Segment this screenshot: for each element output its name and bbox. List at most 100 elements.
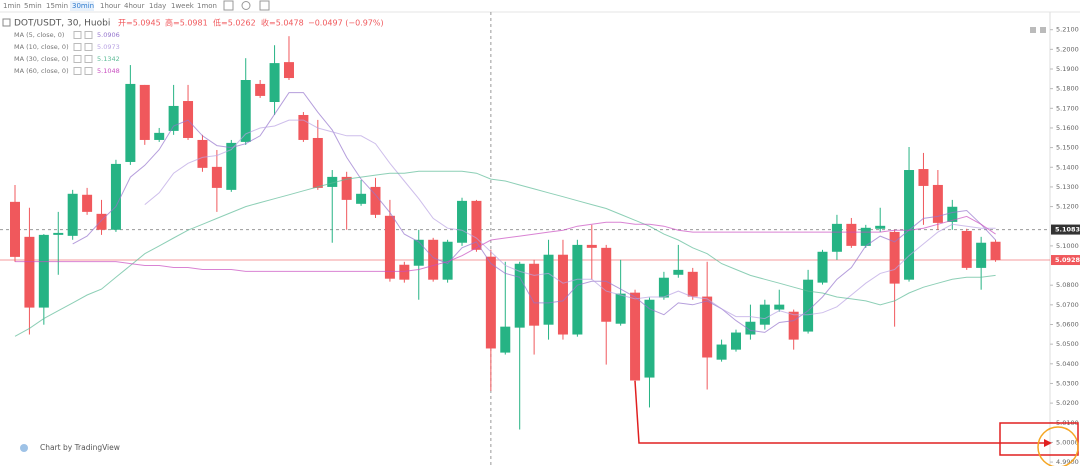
candle-body [485,256,496,349]
candle-body [947,206,958,222]
interval-button[interactable]: 1week [171,2,195,10]
candle-body [356,193,367,204]
price-label: 5.0928 [1055,256,1080,264]
candle-body [370,186,381,215]
candle-body [269,63,280,103]
layout-icon[interactable] [1030,27,1036,33]
candle-body [644,299,655,378]
price-label: 5.1083 [1055,226,1080,234]
legend-eye-icon[interactable] [73,55,82,63]
legend-close-icon[interactable] [84,55,93,63]
legend-name: MA (5, close, 0) [14,31,64,39]
candle-body [774,304,785,310]
candle-body [904,170,915,280]
candle-body [673,269,684,275]
candle-body [240,80,251,142]
settings-icon[interactable] [241,1,251,10]
candle-body [298,114,309,140]
fullscreen-icon[interactable] [259,0,270,11]
interval-button[interactable]: 1min [3,2,21,10]
candle-body [327,176,338,187]
interval-button[interactable]: 4hour [124,2,145,10]
y-tick-label: 5.0200 [1056,399,1079,407]
legend-close-icon[interactable] [84,31,93,39]
y-tick-label: 5.1200 [1056,203,1079,211]
interval-button[interactable]: 1day [149,2,166,10]
candle-body [976,242,987,268]
interval-highlight [70,1,94,11]
candle-body [139,84,150,140]
annotation-circle [1037,426,1079,466]
interval-button[interactable]: 1mon [197,2,217,10]
y-tick-label: 5.0700 [1056,301,1079,309]
y-tick-label: 5.0400 [1056,360,1079,368]
interval-button[interactable]: 30min [72,2,94,10]
candle-body [990,241,1001,261]
candle-body [687,271,698,297]
candle-body [860,227,871,246]
candle-body [889,231,900,284]
candle-body [759,304,770,325]
interval-button[interactable]: 1hour [100,2,121,10]
legend-name: MA (30, close, 0) [14,55,69,63]
candle-body [831,223,842,252]
legend-name: MA (10, close, 0) [14,43,69,51]
candle-body [10,201,20,257]
candle-body [615,293,626,324]
candle-body [572,244,583,335]
legend-close-icon[interactable] [84,67,93,75]
candle-body [211,166,222,188]
y-tick-label: 5.1500 [1056,144,1079,152]
candle-body [341,176,352,200]
legend-value: 5.0973 [97,43,120,51]
symbol-icon[interactable] [2,18,11,27]
watermark[interactable]: Chart by TradingView [40,443,120,452]
candle-body [500,326,511,353]
y-tick-label: 5.2100 [1056,26,1079,34]
candle-body [745,321,756,335]
candle-body [413,239,424,266]
layout-icon[interactable] [1040,27,1046,33]
candle-body [846,223,857,246]
legend-close-icon[interactable] [84,43,93,51]
y-tick-label: 5.1000 [1056,242,1079,250]
ohlc-value: −0.0497 (−0.97%) [308,19,384,28]
legend-eye-icon[interactable] [73,43,82,51]
legend-eye-icon[interactable] [73,31,82,39]
y-tick-label: 5.0000 [1056,438,1079,446]
candle-body [53,232,64,235]
candle-body [110,163,121,230]
y-tick-label: 5.1400 [1056,163,1079,171]
candle-body [154,132,165,140]
candle-body [788,311,799,340]
candle-body [803,279,814,332]
y-tick-label: 5.2000 [1056,45,1079,53]
y-tick-label: 5.0800 [1056,281,1079,289]
candle-body [283,62,294,79]
interval-button[interactable]: 15min [46,2,68,10]
candle-body [183,101,194,138]
legend: MA (5, close, 0) 5.0906 MA (10, close, 0) 5… [14,31,120,75]
candle-body [457,200,468,243]
ohlc-value: 低=5.0262 [213,18,256,28]
tv-logo [20,444,28,452]
interval-button[interactable]: 5min [24,2,42,10]
candle-body [918,169,929,186]
candle-body [255,83,266,96]
candle-body [67,193,78,236]
toolbar: 1min 5min 15min 30min 1hour 4hour 1day 1week 1mo… [3,1,217,11]
candle-body [601,247,612,322]
ma-line [144,119,996,320]
ohlc-value: 收=5.0478 [261,18,304,28]
candle-body [932,184,943,223]
y-tick-label: 5.0600 [1056,320,1079,328]
candle-body [702,296,713,358]
candle-body [586,244,597,248]
candle-body [514,263,525,328]
compare-icon[interactable] [223,0,234,11]
legend-eye-icon[interactable] [73,67,82,75]
legend-value: 5.1048 [97,67,120,75]
legend-value: 5.0906 [97,31,120,39]
y-tick-label: 5.0300 [1056,379,1079,387]
